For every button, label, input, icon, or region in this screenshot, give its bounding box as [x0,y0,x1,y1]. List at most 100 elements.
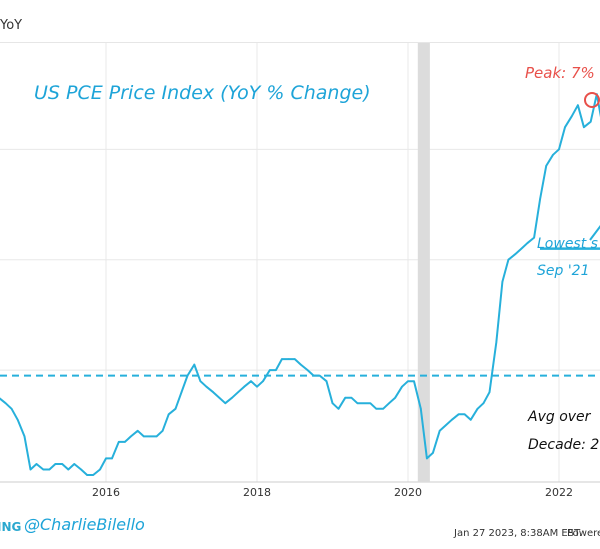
data-point [142,435,145,438]
chart-header: YoY [0,0,600,43]
footer-timestamp: Jan 27 2023, 8:38AM EST. [454,528,583,539]
data-point [337,407,340,410]
data-point [293,358,296,360]
recession-band [417,43,430,482]
data-point [552,154,554,156]
lowest-arrow [589,225,600,241]
data-point [299,363,302,366]
chart: 2016 2018 2020 2022 US PCE Price Index (YoY… [0,43,600,499]
data-point [564,126,566,129]
data-point [388,402,390,405]
data-point [118,441,120,443]
data-point [312,374,315,377]
data-point [10,407,13,410]
data-point [186,374,189,377]
data-point [237,391,239,394]
annotation-lowest-line1: Lowest s [537,236,598,252]
data-point [426,457,428,460]
data-point [287,358,290,360]
data-point [577,104,579,106]
data-point [331,402,334,405]
data-point [105,457,107,460]
data-point [438,430,441,432]
recession-band-layer [417,43,430,482]
data-point [256,385,258,388]
series-layer [0,93,600,476]
data-point [344,396,347,399]
data-point [48,468,51,471]
data-point [407,380,409,382]
data-point [4,402,7,405]
data-point [262,380,264,382]
annotation-avg-line2: Decade: 2 [528,437,599,453]
data-point [199,380,202,382]
data-point [413,380,415,382]
data-point [306,369,309,371]
data-point [558,148,560,151]
data-point [80,468,82,471]
data-point [507,258,510,261]
data-point [363,402,366,405]
data-point [250,380,252,382]
data-point [243,385,245,388]
data-point [394,396,396,399]
footer-handle: @CharlieBilello [24,515,145,534]
data-point [92,474,94,476]
x-tick-label: 2022 [545,486,573,499]
data-point [205,385,208,388]
data-point [463,413,466,416]
data-point [469,419,472,421]
data-point [35,463,38,465]
data-point [275,369,277,371]
data-point [54,463,57,465]
data-point [545,165,547,167]
annotation-peak: Peak: 7% [525,64,595,82]
annotation-lowest-line2: Sep '21 [537,263,590,279]
data-point [589,120,592,123]
chart-header-title: YoY [0,18,23,33]
data-point [73,463,76,465]
series-line [0,93,600,476]
data-point [130,435,132,438]
data-point [526,242,529,244]
reference-lines [0,225,600,377]
data-point [218,396,221,399]
data-point [23,435,26,438]
data-point [369,402,372,405]
data-point [495,341,498,344]
peak-marker [584,92,600,108]
x-tick-label: 2016 [92,486,120,499]
data-point [444,424,447,427]
data-point [212,391,215,394]
data-point [539,198,541,200]
data-point [571,115,573,117]
data-point [29,468,32,471]
data-point [318,374,321,377]
annotation-avg-line1: Avg over [527,409,592,425]
x-tick-label: 2020 [394,486,422,499]
data-point [167,413,170,416]
data-point [148,435,151,438]
data-point [42,468,45,471]
data-point [231,396,233,399]
data-point [161,430,164,432]
footer-powered: Powere [567,528,600,539]
data-point [382,407,384,410]
chart-footer: ING @CharlieBilello Jan 27 2023, 8:38AM … [0,510,600,549]
annotation-title: US PCE Price Index (YoY % Change) [34,82,371,104]
data-point [67,468,70,471]
data-point [99,468,101,471]
x-axis-ticks: 2016 2018 2020 2022 [92,486,573,499]
data-point [193,363,196,366]
data-point [136,430,139,432]
data-point [476,407,479,410]
data-point [325,380,328,382]
footer-brand: ING [0,520,22,534]
data-point [86,474,88,476]
grid [0,43,600,483]
data-point [501,281,504,283]
data-point [375,407,378,410]
data-point [61,463,64,465]
data-point [457,413,460,416]
data-point [281,358,283,360]
